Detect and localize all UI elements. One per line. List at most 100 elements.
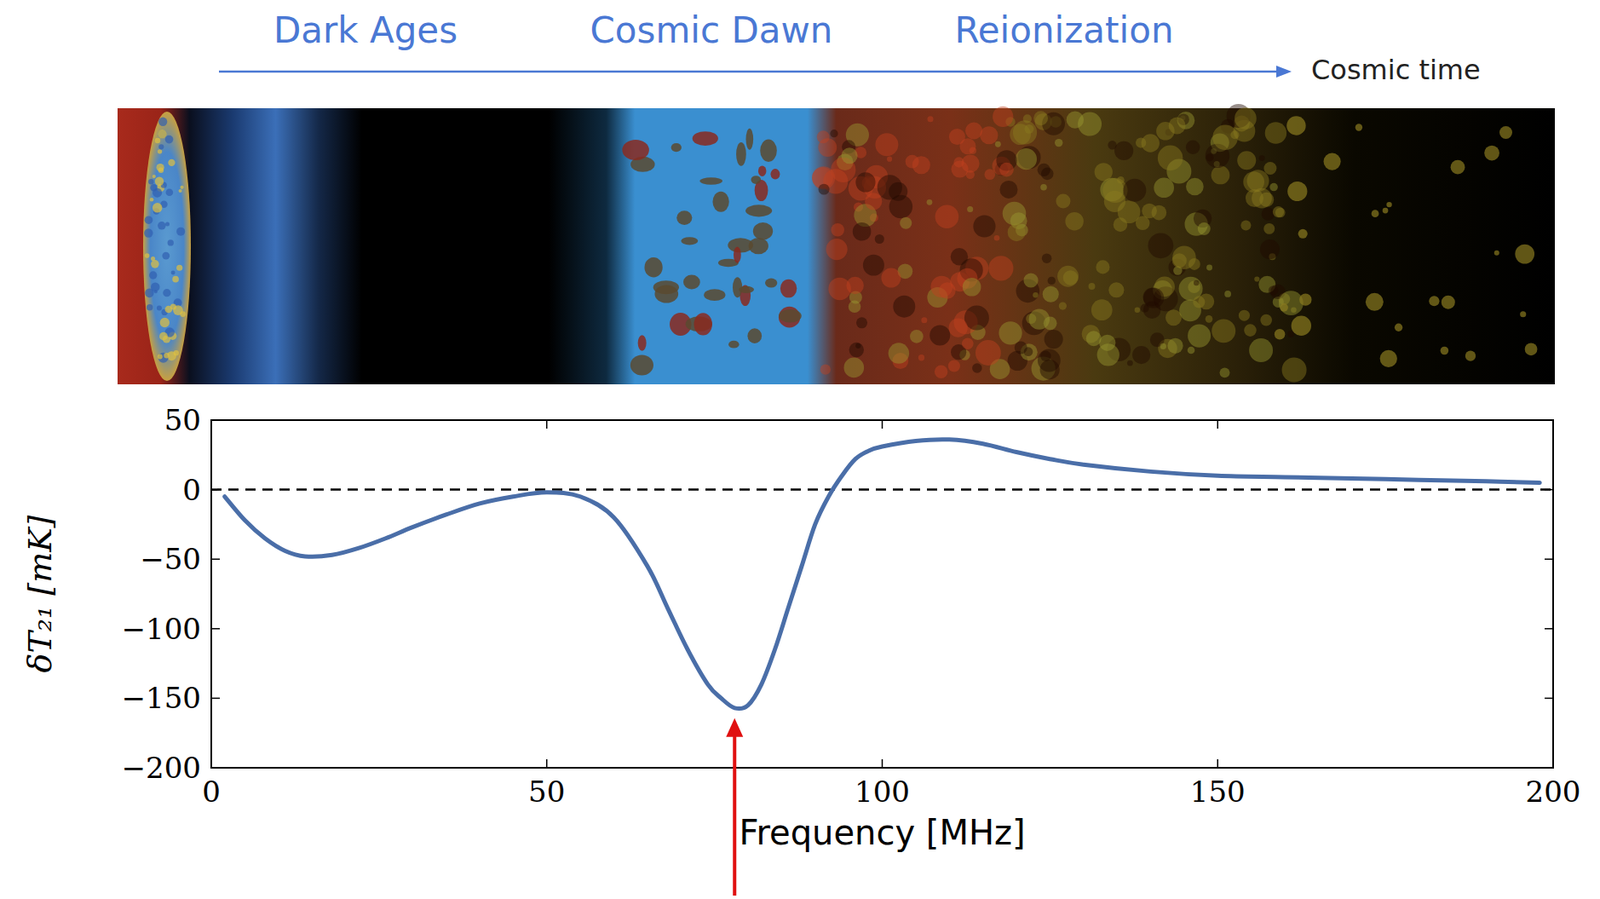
- reion-texture: [1134, 306, 1140, 312]
- reion-texture: [999, 180, 1018, 199]
- cmb-spot: [152, 174, 156, 179]
- reion-texture: [1265, 121, 1287, 144]
- reion-texture: [1037, 163, 1051, 177]
- ionized-bubble: [1274, 328, 1286, 340]
- dawn-spot: [680, 236, 698, 245]
- reion-texture: [1185, 178, 1204, 196]
- cmb-spot: [179, 310, 186, 317]
- cmb-spot: [144, 288, 155, 299]
- reion-texture: [1033, 110, 1048, 126]
- ionized-bubble: [1514, 244, 1535, 265]
- cmb-spot: [146, 304, 153, 311]
- reion-texture: [953, 156, 964, 167]
- dawn-spot: [683, 275, 701, 290]
- dawn-spot: [746, 128, 754, 150]
- reion-texture: [1029, 308, 1050, 329]
- x-tick: [1217, 759, 1220, 768]
- reion-texture: [1047, 276, 1056, 285]
- ionized-bubble: [1371, 209, 1380, 218]
- x-tick: [881, 420, 884, 429]
- reion-texture: [863, 254, 885, 277]
- reion-texture: [1263, 161, 1277, 175]
- cmb-spot: [149, 270, 157, 279]
- dawn-spot: [745, 204, 772, 217]
- reion-texture: [1261, 207, 1275, 220]
- reion-texture: [998, 321, 1022, 345]
- reion-texture: [1167, 338, 1183, 354]
- x-tick: [1217, 420, 1220, 429]
- cmb-spot: [165, 221, 170, 226]
- reion-texture: [852, 222, 872, 242]
- reion-texture: [820, 363, 831, 375]
- reion-texture: [949, 318, 968, 338]
- dawn-spot: [753, 222, 773, 240]
- era-title: Reionization: [954, 9, 1174, 52]
- ionized-bubble: [1298, 229, 1308, 239]
- ionized-bubble: [1382, 207, 1389, 214]
- reion-texture: [999, 162, 1014, 178]
- reion-texture: [1247, 169, 1270, 192]
- reion-texture: [972, 362, 983, 374]
- reion-texture: [888, 342, 910, 363]
- reion-texture: [1122, 178, 1146, 202]
- cmb-spot: [160, 317, 170, 328]
- reion-texture: [1185, 139, 1201, 155]
- dawn-spot: [733, 246, 742, 263]
- y-tick-label: 0: [182, 472, 202, 507]
- reion-texture: [1064, 212, 1083, 231]
- minimum-arrow: [725, 718, 743, 896]
- reion-texture: [1282, 356, 1307, 382]
- time-arrow: [218, 70, 1278, 74]
- ionized-bubble: [1299, 293, 1312, 306]
- reion-texture: [1192, 295, 1205, 308]
- ionized-bubble: [1286, 115, 1306, 135]
- cmb-spot: [157, 354, 163, 360]
- dawn-spot: [780, 279, 797, 299]
- reion-texture: [1147, 232, 1174, 259]
- reion-texture: [934, 365, 948, 379]
- ionized-bubble: [1386, 201, 1392, 208]
- figure: Dark AgesCosmic DawnReionizationCosmic t…: [0, 0, 1600, 899]
- x-tick: [546, 759, 548, 768]
- reference-line: [211, 488, 1554, 491]
- reion-texture: [995, 141, 1002, 148]
- reion-texture: [1237, 150, 1256, 170]
- reion-texture: [962, 277, 982, 297]
- cmb-spot: [176, 227, 185, 236]
- ionized-bubble: [1440, 346, 1450, 356]
- reion-texture: [1205, 153, 1214, 162]
- reion-texture: [1160, 343, 1167, 350]
- dawn-spot: [671, 143, 682, 152]
- reion-texture: [1260, 314, 1272, 327]
- reion-texture: [1002, 201, 1027, 226]
- ionized-bubble: [1355, 123, 1363, 131]
- reion-texture: [899, 217, 912, 230]
- dawn-spot: [703, 288, 726, 301]
- reion-texture: [1132, 345, 1151, 364]
- dawn-spot: [759, 139, 777, 162]
- reion-texture: [1055, 194, 1071, 209]
- ionized-bubble: [1428, 295, 1439, 306]
- reion-texture: [846, 276, 864, 294]
- reion-texture: [1086, 330, 1102, 346]
- cmb-spot: [179, 185, 184, 190]
- y-tick: [1544, 697, 1554, 700]
- dawn-spot: [738, 286, 754, 294]
- reion-texture: [920, 316, 927, 323]
- reion-texture: [972, 214, 996, 237]
- cmb-spot: [144, 215, 154, 225]
- reion-texture: [1165, 309, 1182, 326]
- reion-texture: [1104, 190, 1126, 213]
- cmb-spot: [149, 197, 155, 202]
- plot-frame: [211, 420, 1554, 768]
- ionized-bubble: [1519, 310, 1526, 317]
- reion-texture: [1259, 155, 1266, 162]
- dawn-spot: [676, 210, 692, 225]
- cmb-spot: [167, 159, 175, 167]
- reion-texture: [926, 115, 933, 122]
- cmb-spot: [165, 305, 173, 314]
- reion-texture: [961, 338, 974, 351]
- ionized-bubble: [1484, 145, 1500, 162]
- dawn-spot: [778, 309, 802, 323]
- reion-texture: [1054, 138, 1063, 147]
